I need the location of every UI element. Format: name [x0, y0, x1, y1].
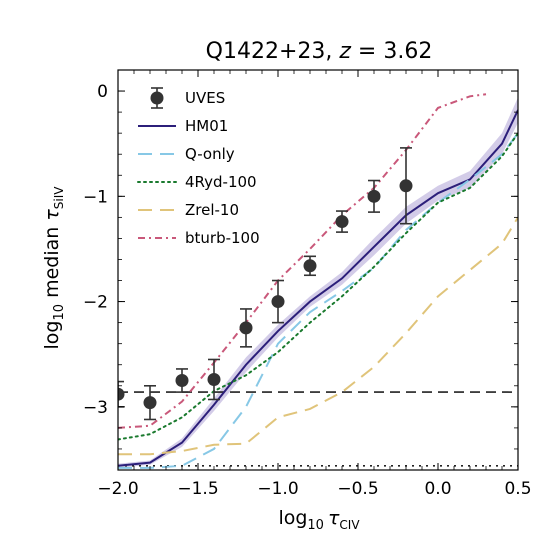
legend-label: Q-only [185, 145, 235, 163]
x-tick-label: −1.5 [177, 479, 218, 499]
y-tick-label: 0 [97, 82, 108, 102]
series-4ryd-100 [118, 132, 518, 441]
x-tick-label: −1.0 [257, 479, 298, 499]
x-tick-label: 0.5 [504, 479, 531, 499]
x-axis-title: log10 τCIV [278, 507, 360, 533]
series-layer [118, 93, 518, 469]
uves-point [239, 308, 253, 348]
x-tick-label: −2.0 [97, 479, 138, 499]
y-axis-title: log10 median τSiIV [41, 186, 67, 350]
series-bturb-100 [118, 93, 487, 429]
series-q-only [118, 132, 518, 469]
uves-points-layer [118, 147, 413, 421]
legend-entry: 4Ryd-100 [137, 173, 257, 191]
x-tick-label: −0.5 [337, 479, 378, 499]
hm01-band-layer [118, 97, 518, 468]
ticks-layer: −2.0 −1.5 −1.0 −0.5 0.0 0.5 −3 −2 −1 0 [83, 69, 532, 499]
plot-frame [117, 69, 519, 471]
legend-label: bturb-100 [185, 229, 260, 247]
y-tick-label: −3 [83, 398, 108, 418]
reference-lines [118, 391, 518, 467]
legend-entry: Zrel-10 [138, 201, 239, 219]
legend-entry: Q-only [138, 145, 235, 163]
legend-label: 4Ryd-100 [185, 173, 257, 191]
legend-label: HM01 [185, 117, 228, 135]
legend-marker [150, 91, 164, 105]
uves-point [207, 358, 221, 401]
legend-entry: HM01 [138, 117, 228, 135]
series-hm01 [118, 109, 518, 467]
uves-point [143, 384, 157, 421]
uves-point [367, 179, 381, 213]
chart-title: Q1422+23, z = 3.62 [206, 39, 433, 64]
uves-point [175, 368, 189, 393]
legend-label: UVES [185, 89, 225, 107]
y-tick-label: −1 [83, 187, 108, 207]
legend-entry: UVES [150, 87, 225, 109]
legend-label: Zrel-10 [185, 201, 239, 219]
x-tick-label: 0.0 [424, 479, 451, 499]
series-zrel-10 [118, 216, 518, 456]
hm01-band [118, 97, 518, 468]
uves-point [399, 147, 413, 225]
uves-point [335, 210, 349, 233]
legend-entry: bturb-100 [138, 229, 260, 247]
uves-point [271, 279, 285, 324]
legend: UVES HM01 Q-only 4Ryd-100 Zrel-10 bturb-100 [137, 87, 260, 247]
uves-point [303, 255, 317, 277]
y-tick-label: −2 [83, 293, 108, 313]
